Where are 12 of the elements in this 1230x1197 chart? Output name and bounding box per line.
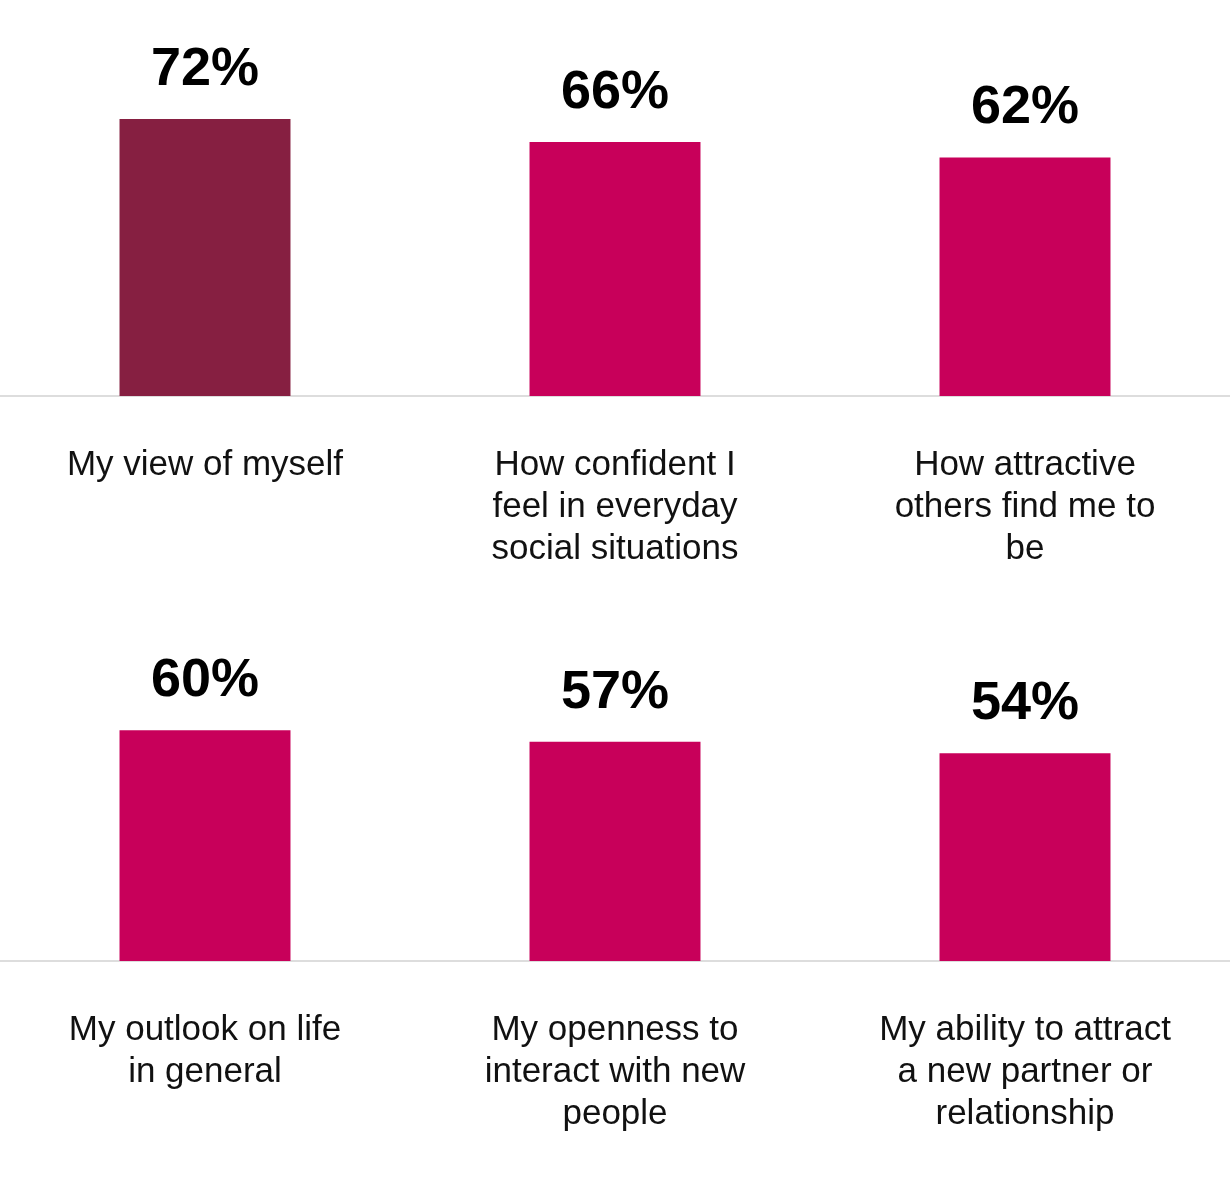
x-tick-label: My view of myself bbox=[66, 442, 344, 482]
data-label: 66% bbox=[560, 58, 670, 119]
data-label: 72% bbox=[150, 35, 260, 96]
data-label: 62% bbox=[970, 74, 1080, 135]
data-label: 57% bbox=[560, 658, 670, 719]
x-tick-label: My outlook on life in general bbox=[68, 1007, 342, 1089]
x-tick-label: My ability to attract a new partner or relationship bbox=[879, 1007, 1172, 1131]
data-label: 60% bbox=[150, 647, 260, 708]
x-tick-label: How attractive others find me to be bbox=[894, 442, 1156, 566]
x-tick-label: My openness to interact with new people bbox=[484, 1007, 747, 1131]
x-tick-label: How confident I feel in everyday social situations bbox=[491, 442, 739, 566]
data-label: 54% bbox=[970, 670, 1080, 731]
